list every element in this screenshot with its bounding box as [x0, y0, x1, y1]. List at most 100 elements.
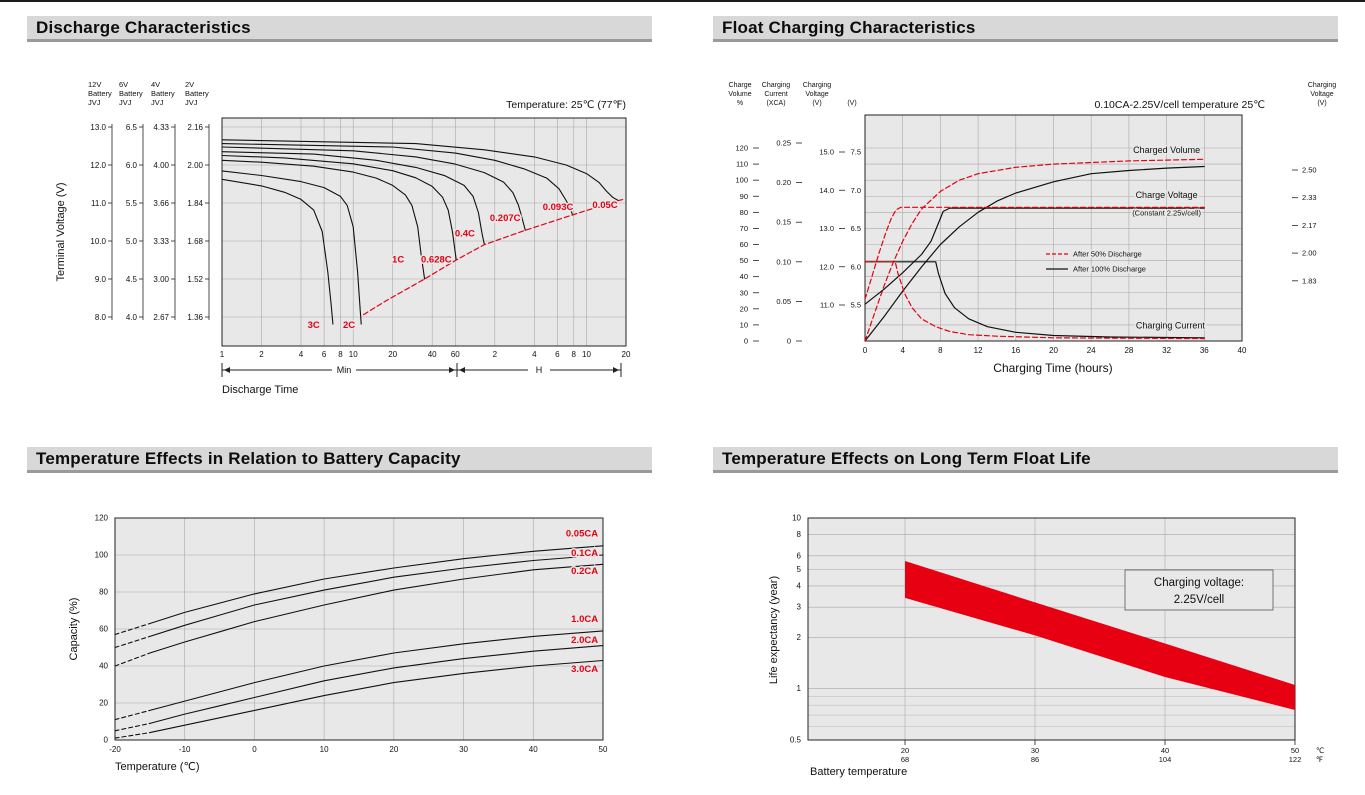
x-tick-label: 16 — [1011, 346, 1020, 355]
curve-label: Charge Voltage — [1136, 190, 1198, 200]
current-tick: 0.10 — [776, 257, 791, 266]
x-axis-label: Temperature (℃) — [115, 761, 200, 773]
y-tick-label: 20 — [99, 699, 108, 708]
volume-tick: 100 — [735, 176, 748, 185]
x-tick-label: 8 — [338, 350, 343, 359]
y-tick-label: 60 — [99, 625, 108, 634]
x-unit-minutes: Min — [337, 365, 352, 375]
y-tick-label: 3 — [797, 603, 802, 612]
axis-header: Voltage — [1310, 91, 1333, 98]
panel-title: Temperature Effects in Relation to Batte… — [36, 448, 461, 468]
legend-label: After 50% Discharge — [1073, 250, 1142, 259]
x-tick-label: 20 — [389, 745, 398, 754]
scale-header: 2V — [185, 80, 194, 89]
voltage-6v-tick: 7.0 — [851, 186, 861, 195]
scale-header: 12V — [88, 80, 101, 89]
x-tick-label: 30 — [459, 745, 468, 754]
x-tick-celsius: 40 — [1161, 746, 1169, 755]
x-tick-label: 28 — [1124, 346, 1133, 355]
voltage-cell-tick: 2.00 — [1302, 249, 1317, 258]
scale-header: JVJ — [185, 98, 198, 107]
y-tick-label: 8 — [797, 530, 802, 539]
y-axis-label: Capacity (%) — [68, 598, 80, 661]
x-tick-label: 20 — [1049, 346, 1058, 355]
y-tick-label: 1.52 — [187, 275, 203, 284]
discharge-curve-3C — [221, 178, 334, 325]
volume-tick: 80 — [740, 208, 748, 217]
panel-title: Discharge Characteristics — [36, 17, 251, 37]
y-tick-label: 2.16 — [187, 123, 203, 132]
voltage-cell-tick: 2.33 — [1302, 193, 1317, 202]
y-tick-label: 0.5 — [790, 736, 802, 745]
y-tick-label: 6.5 — [126, 123, 138, 132]
capacity-curve-2.0CA-dashed — [114, 722, 151, 732]
discharge-curve-1C — [221, 159, 426, 280]
current-tick: 0.25 — [776, 139, 791, 148]
x-tick-label: 4 — [900, 346, 905, 355]
x-tick-celsius: 20 — [901, 746, 909, 755]
curve-label-1C: 1C — [392, 254, 404, 265]
capacity-curve-3.0CA-dashed — [114, 732, 151, 739]
legend-label: After 100% Discharge — [1073, 265, 1146, 274]
x-tick-fahrenheit: 68 — [901, 755, 909, 764]
capacity-curve-0.2CA-dashed — [114, 652, 151, 667]
y-tick-label: 3.33 — [153, 237, 169, 246]
axis-header: (XCA) — [766, 100, 785, 107]
voltage-12v-tick: 12.0 — [819, 262, 834, 271]
voltage-6v-tick: 7.5 — [851, 148, 861, 157]
temperature-note: Temperature: 25℃ (77℉) — [506, 99, 626, 111]
scale-header: Battery — [151, 89, 175, 98]
voltage-cell-tick: 2.50 — [1302, 166, 1317, 175]
y-tick-label: 5 — [797, 565, 802, 574]
x-tick-label: -20 — [109, 745, 121, 754]
header-float-charging-characteristics: Float Charging Characteristics — [713, 16, 1338, 42]
axis-header: Charging — [762, 82, 791, 89]
y-tick-label: 10 — [792, 514, 801, 523]
header-temperature-effects-float-life: Temperature Effects on Long Term Float L… — [713, 447, 1338, 473]
x-tick-label: 20 — [622, 350, 631, 359]
y-tick-label: 80 — [99, 588, 108, 597]
capacity-curve-2.0CA — [149, 645, 604, 724]
x-tick-label: 4 — [532, 350, 537, 359]
scale-header: Battery — [88, 89, 112, 98]
discharge-curve-0.207C — [221, 146, 526, 231]
capacity-curve-0.1CA — [149, 554, 604, 637]
curve-label-0.2CA: 0.2CA — [571, 566, 598, 577]
curve-label-2C: 2C — [343, 320, 355, 331]
curve-label-3C: 3C — [308, 320, 320, 331]
x-tick-label: 10 — [320, 745, 329, 754]
axis-header: % — [737, 100, 743, 107]
curve-label-0.093C: 0.093C — [543, 202, 574, 213]
x-tick-label: 2 — [493, 350, 498, 359]
axis-header: Volume — [728, 91, 751, 98]
axis-header: Current — [764, 91, 787, 98]
scale-header: Battery — [185, 89, 209, 98]
curve-label-0.4C: 0.4C — [455, 228, 475, 239]
x-unit-hours: H — [536, 365, 543, 375]
y-tick-label: 4 — [797, 581, 802, 590]
curve-label-0.628C: 0.628C — [421, 254, 452, 265]
volume-tick: 110 — [736, 160, 748, 169]
x-tick-label: 0 — [252, 745, 257, 754]
x-tick-label: 40 — [428, 350, 437, 359]
curve-label-0.05C: 0.05C — [592, 200, 617, 211]
capacity-curve-1.0CA-dashed — [114, 709, 151, 721]
curve-label: Charging Current — [1136, 320, 1206, 330]
header-discharge-characteristics: Discharge Characteristics — [27, 16, 652, 42]
fahrenheit-unit-label: ℉ — [1316, 755, 1323, 764]
curve-label-3.0CA: 3.0CA — [571, 664, 598, 675]
temperature-effects-float-life-chart: 1086543210.5206830864010450122℃℉Charging… — [768, 514, 1324, 779]
volume-tick: 60 — [740, 240, 748, 249]
x-tick-label: 36 — [1200, 346, 1209, 355]
x-tick-label: 6 — [322, 350, 327, 359]
y-tick-label: 10.0 — [90, 237, 106, 246]
x-tick-label: 10 — [349, 350, 358, 359]
x-tick-label: 60 — [451, 350, 460, 359]
y-tick-label: 6.0 — [126, 161, 138, 170]
voltage-cell-tick: 1.83 — [1302, 276, 1317, 285]
float-charging-characteristics-chart: Charge Volume% Charging Current (XCA) Chargin… — [728, 82, 1336, 375]
x-axis-label: Discharge Time — [222, 384, 298, 396]
y-tick-label: 0 — [104, 736, 109, 745]
x-tick-fahrenheit: 104 — [1159, 755, 1172, 764]
axis-header: (V) — [847, 100, 856, 107]
